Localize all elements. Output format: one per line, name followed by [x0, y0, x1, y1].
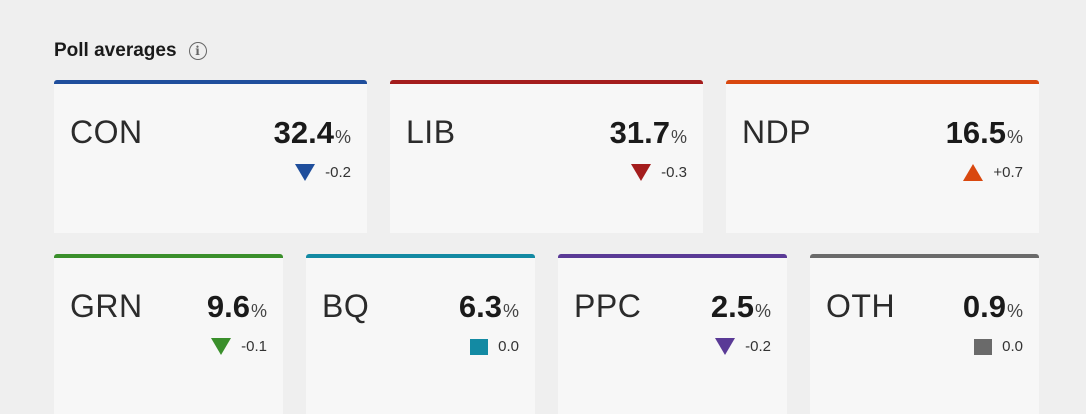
poll-percentage: 6.3: [458, 289, 502, 324]
party-row-1: CON 32.4% -0.2 LIB 31.7% -0.3 NDP 16.5% +0.7: [54, 80, 1039, 233]
party-card-bq[interactable]: BQ 6.3% 0.0: [306, 254, 535, 414]
poll-value: 32.4%: [274, 115, 351, 151]
change-value: +0.7: [993, 164, 1023, 181]
party-card-con[interactable]: CON 32.4% -0.2: [54, 80, 367, 233]
change-value: 0.0: [498, 338, 519, 355]
percent-sign: %: [1006, 301, 1023, 321]
poll-change: -0.2: [295, 164, 351, 181]
poll-percentage: 32.4: [273, 115, 334, 150]
party-card-grn[interactable]: GRN 9.6% -0.1: [54, 254, 283, 414]
down-triangle-icon: [295, 164, 316, 181]
percent-sign: %: [1006, 127, 1023, 147]
info-icon[interactable]: i: [188, 42, 207, 60]
change-value: -0.1: [241, 338, 267, 355]
change-value: -0.2: [325, 164, 351, 181]
poll-value: 9.6%: [207, 289, 267, 325]
party-name: CON: [70, 114, 143, 150]
party-name: OTH: [826, 288, 896, 324]
party-card-oth[interactable]: OTH 0.9% 0.0: [810, 254, 1039, 414]
party-name: GRN: [70, 288, 143, 324]
party-name: LIB: [406, 114, 456, 150]
up-triangle-icon: [963, 164, 984, 181]
down-triangle-icon: [631, 164, 652, 181]
no-change-square-icon: [974, 338, 993, 355]
poll-value: 2.5%: [711, 289, 771, 325]
section-title: Poll averages: [54, 40, 177, 61]
poll-percentage: 31.7: [609, 115, 670, 150]
poll-change: 0.0: [974, 338, 1023, 355]
no-change-square-icon: [470, 338, 489, 355]
party-row-2: GRN 9.6% -0.1 BQ 6.3% 0.0 PPC 2.5% -0.2 OTH 0.9% 0.…: [54, 254, 1039, 414]
change-value: 0.0: [1002, 338, 1023, 355]
poll-change: -0.1: [211, 338, 267, 355]
down-triangle-icon: [715, 338, 736, 355]
poll-change: 0.0: [470, 338, 519, 355]
poll-percentage: 9.6: [206, 289, 250, 324]
poll-value: 0.9%: [963, 289, 1023, 325]
poll-value: 6.3%: [459, 289, 519, 325]
poll-change: -0.2: [715, 338, 771, 355]
poll-percentage: 2.5: [710, 289, 754, 324]
party-name: NDP: [742, 114, 812, 150]
percent-sign: %: [754, 301, 771, 321]
percent-sign: %: [502, 301, 519, 321]
poll-value: 16.5%: [946, 115, 1023, 151]
party-card-ndp[interactable]: NDP 16.5% +0.7: [726, 80, 1039, 233]
percent-sign: %: [334, 127, 351, 147]
poll-value: 31.7%: [610, 115, 687, 151]
poll-change: +0.7: [963, 164, 1023, 181]
percent-sign: %: [250, 301, 267, 321]
poll-change: -0.3: [631, 164, 687, 181]
down-triangle-icon: [211, 338, 232, 355]
percent-sign: %: [670, 127, 687, 147]
party-card-lib[interactable]: LIB 31.7% -0.3: [390, 80, 703, 233]
poll-percentage: 0.9: [962, 289, 1006, 324]
party-card-ppc[interactable]: PPC 2.5% -0.2: [558, 254, 787, 414]
change-value: -0.3: [661, 164, 687, 181]
poll-averages-header: Poll averages i: [54, 40, 207, 62]
poll-percentage: 16.5: [945, 115, 1006, 150]
party-name: BQ: [322, 288, 370, 324]
party-name: PPC: [574, 288, 642, 324]
change-value: -0.2: [745, 338, 771, 355]
